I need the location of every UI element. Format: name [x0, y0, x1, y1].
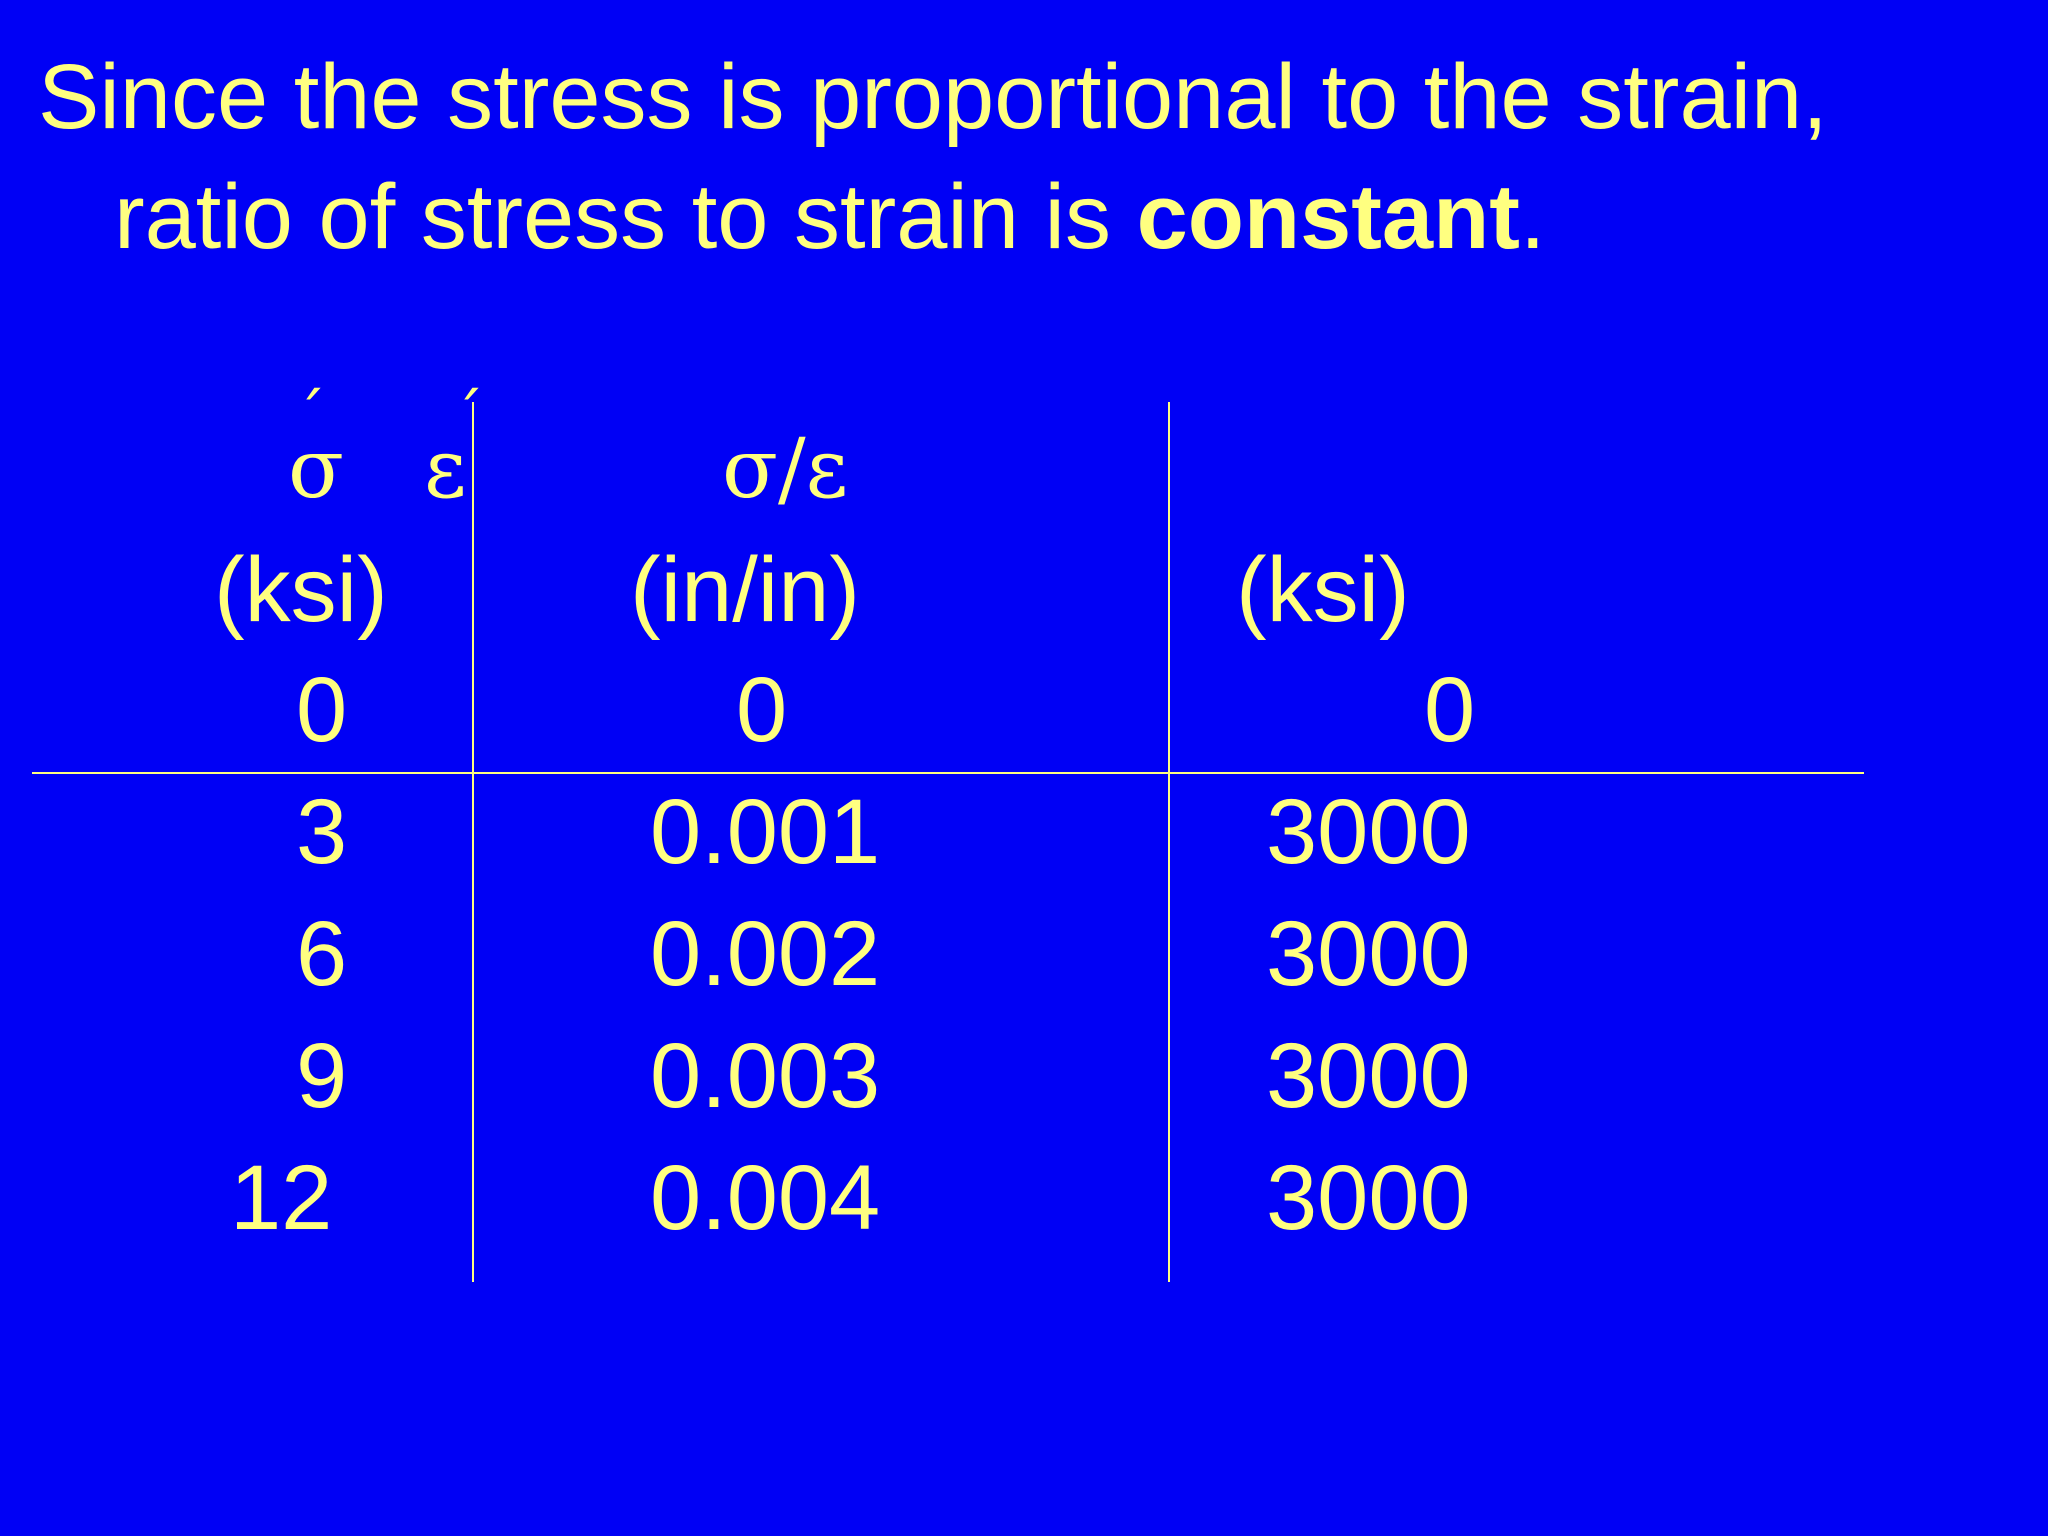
table-cell: 3000: [1266, 903, 1471, 1005]
table-cell: 0.003: [650, 1025, 881, 1127]
table-cell: 12: [230, 1147, 333, 1249]
table-column-divider-2: [1168, 402, 1170, 1282]
slide-title-line-1: Since the stress is proportional to the …: [38, 42, 1828, 152]
table-cell: 0.002: [650, 903, 881, 1005]
table-cell: 9: [296, 1025, 348, 1127]
table-cell: 3: [296, 781, 348, 883]
table-cell: 3000: [1266, 1147, 1471, 1249]
table-cell: 0.004: [650, 1147, 881, 1249]
epsilon-accent-mark: ´: [452, 381, 484, 455]
title-text-2: ratio of stress to strain is: [114, 166, 1137, 268]
header-ratio: σ/ε: [722, 422, 849, 517]
table-cell: 0: [736, 659, 788, 761]
table-cell: 0: [1424, 659, 1476, 761]
table-header-divider: [32, 772, 1864, 774]
table-column-divider-1: [472, 402, 474, 1282]
table-cell: 0.001: [650, 781, 881, 883]
title-bold-word: constant: [1136, 166, 1520, 268]
header-sigma: σ: [288, 422, 344, 517]
slide-title-line-2: ratio of stress to strain is constant.: [114, 162, 1546, 272]
table-cell: 0: [296, 659, 348, 761]
header-epsilon: ε: [424, 422, 467, 517]
title-text-1: Since the stress is proportional to the …: [38, 46, 1828, 148]
unit-ratio: (ksi): [1236, 539, 1410, 641]
title-period: .: [1519, 166, 1546, 268]
table-cell: 6: [296, 903, 348, 1005]
unit-stress: (ksi): [214, 539, 388, 641]
table-cell: 3000: [1266, 1025, 1471, 1127]
sigma-accent-mark: ´: [294, 381, 326, 455]
table-cell: 3000: [1266, 781, 1471, 883]
unit-strain: (in/in): [630, 539, 861, 641]
